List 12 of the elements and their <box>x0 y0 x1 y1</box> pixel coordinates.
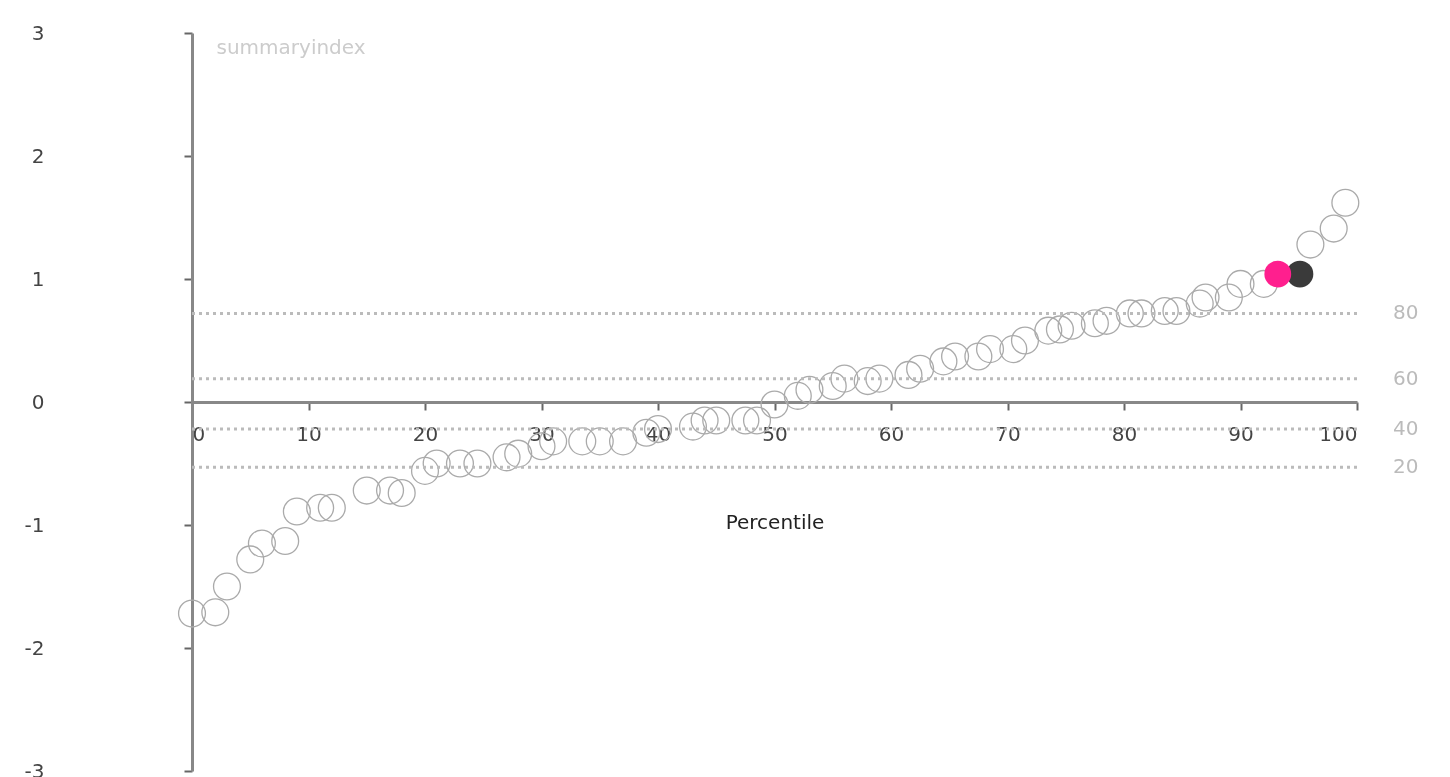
y-tick-label: 3 <box>31 20 45 45</box>
x-tick-label: 80 <box>1111 421 1138 446</box>
y-tick-label: 2 <box>31 143 45 168</box>
text: 20 <box>1393 454 1419 479</box>
x-axis-title: Percentile <box>725 509 825 534</box>
y-tick-label: -1 <box>24 512 45 537</box>
text: 60 <box>1393 365 1419 390</box>
y-tick-label: -2 <box>24 635 45 660</box>
text: 80 <box>1393 300 1419 325</box>
y-tick-label: 1 <box>31 266 45 291</box>
y-tick-label: 0 <box>31 389 45 414</box>
y-tick-label: -3 <box>24 758 45 777</box>
